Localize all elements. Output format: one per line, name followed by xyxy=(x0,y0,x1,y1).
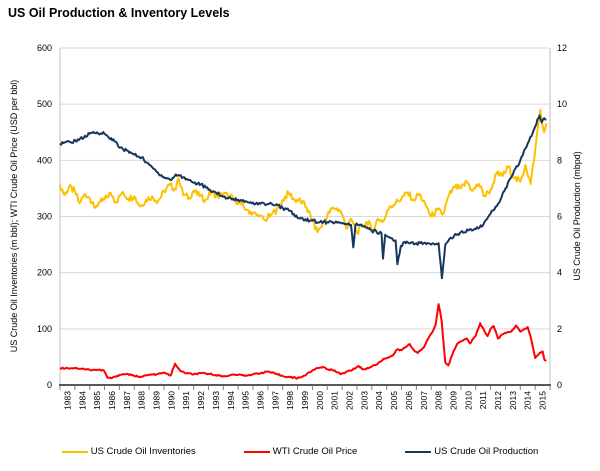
series-line-us-crude-oil-inventories xyxy=(59,108,548,235)
legend-item-us-crude-oil-production: US Crude Oil Production xyxy=(405,446,538,457)
y-left-axis-title: US Crude Oil Inventories (m bbl); WTI Cr… xyxy=(9,79,19,353)
chart-plot-area: 0 100 200 300 400 500 600 0 2 4 6 8 10 12 1983 1984 1985… xyxy=(37,43,567,410)
y-right-tick-label: 12 xyxy=(557,43,567,53)
x-tick-label: 1995 xyxy=(241,391,251,410)
x-tick-label: 2014 xyxy=(523,391,533,410)
x-tick-label: 2000 xyxy=(315,391,325,410)
y-left-tick-label: 200 xyxy=(37,268,52,278)
x-tick-label: 2008 xyxy=(434,391,444,410)
legend-item-us-crude-oil-inventories: US Crude Oil Inventories xyxy=(61,446,196,457)
legend-swatch xyxy=(61,450,88,453)
series-line-us-crude-oil-production xyxy=(59,114,547,280)
y-right-axis-title: US Crude Oil Production (mbpd) xyxy=(572,151,582,281)
x-tick-label: 1987 xyxy=(122,391,132,410)
y-left-tick-label: 300 xyxy=(37,212,52,222)
x-tick-label: 1994 xyxy=(226,391,236,410)
y-right-tick-label: 0 xyxy=(557,380,562,390)
x-tick-label: 1991 xyxy=(181,391,191,410)
x-tick-label: 2004 xyxy=(374,391,384,410)
x-tick-label: 1996 xyxy=(256,391,266,410)
x-tick-label: 2006 xyxy=(404,391,414,410)
x-tick-label: 1997 xyxy=(270,391,280,410)
x-tick-label: 2001 xyxy=(330,391,340,410)
x-tick-label: 2009 xyxy=(449,391,459,410)
x-tick-label: 1985 xyxy=(92,391,102,410)
legend-label: US Crude Oil Production xyxy=(434,446,539,457)
legend: US Crude Oil Inventories WTI Crude Oil Pr… xyxy=(0,446,600,457)
series-line-wti-crude-oil-price xyxy=(59,303,547,380)
x-tick-label: 2011 xyxy=(478,391,488,410)
x-tick-label: 1993 xyxy=(211,391,221,410)
x-tick-label: 1983 xyxy=(62,391,72,410)
legend-swatch xyxy=(405,450,432,453)
legend-item-wti-crude-oil-price: WTI Crude Oil Price xyxy=(243,446,358,457)
x-tick-label: 2010 xyxy=(463,391,473,410)
y-left-tick-label: 0 xyxy=(47,380,52,390)
x-tick-label: 2002 xyxy=(345,391,355,410)
y-right-tick-label: 6 xyxy=(557,212,562,222)
x-tick-label: 1992 xyxy=(196,391,206,410)
x-tick-label: 2012 xyxy=(493,391,503,410)
y-left-tick-label: 500 xyxy=(37,99,52,109)
x-tick-label: 1988 xyxy=(137,391,147,410)
x-tick-label: 1986 xyxy=(107,391,117,410)
x-tick-label: 1990 xyxy=(166,391,176,410)
legend-label: US Crude Oil Inventories xyxy=(90,446,196,457)
x-tick-label: 2007 xyxy=(419,391,429,410)
y-right-tick-label: 2 xyxy=(557,324,562,334)
y-right-tick-label: 8 xyxy=(557,155,562,165)
x-tick-label: 2003 xyxy=(359,391,369,410)
chart-title: US Oil Production & Inventory Levels xyxy=(8,6,230,20)
y-left-tick-label: 600 xyxy=(37,43,52,53)
y-left-tick-label: 400 xyxy=(37,155,52,165)
x-tick-label: 2015 xyxy=(538,391,548,410)
x-tick-label: 2005 xyxy=(389,391,399,410)
x-tick-label: 1998 xyxy=(285,391,295,410)
y-right-tick-label: 10 xyxy=(557,99,567,109)
x-tick-label: 1999 xyxy=(300,391,310,410)
legend-label: WTI Crude Oil Price xyxy=(272,446,358,457)
y-left-tick-label: 100 xyxy=(37,324,52,334)
x-tick-label: 1989 xyxy=(152,391,162,410)
x-tick-label: 2013 xyxy=(508,391,518,410)
legend-swatch xyxy=(243,450,270,453)
y-right-tick-label: 4 xyxy=(557,268,562,278)
x-tick-label: 1984 xyxy=(77,391,87,410)
